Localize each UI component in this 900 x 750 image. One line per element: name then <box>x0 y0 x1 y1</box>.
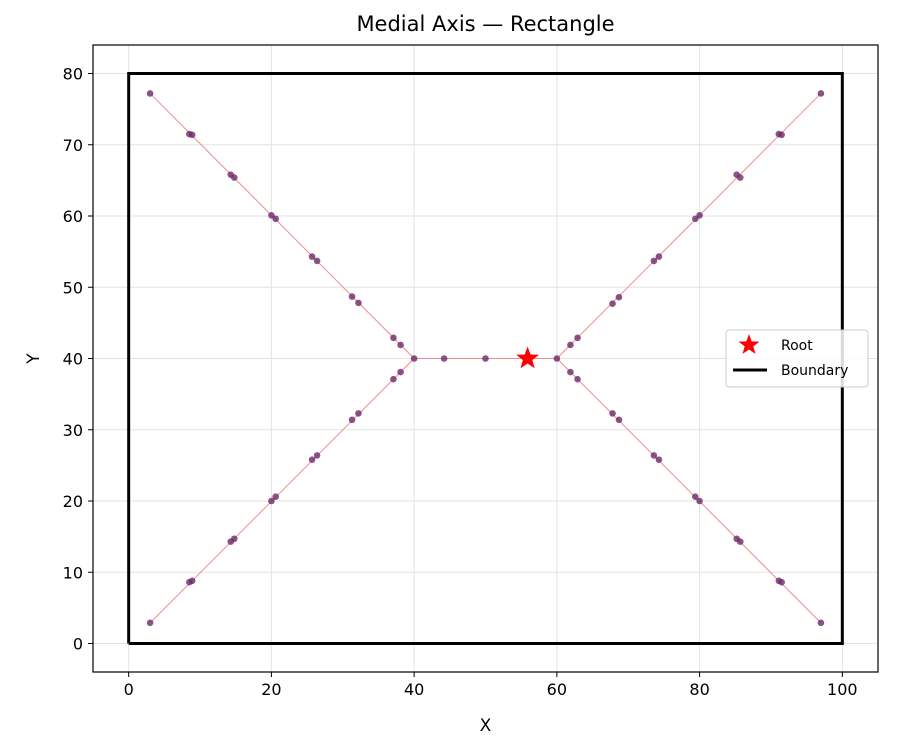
y-tick-label: 30 <box>63 421 83 440</box>
skeleton-point <box>397 368 404 376</box>
skeleton-point <box>609 300 616 307</box>
data-layer <box>127 72 844 645</box>
skeleton-point <box>313 452 321 459</box>
skeleton-point <box>692 215 699 223</box>
skeleton-point <box>272 493 279 501</box>
skeleton-point <box>574 334 581 342</box>
skeleton-point <box>313 257 321 265</box>
skeleton-point <box>188 577 196 585</box>
x-tick-label: 0 <box>124 680 134 699</box>
skeleton-point <box>231 535 238 543</box>
y-tick-label: 70 <box>63 136 83 155</box>
skeleton-point <box>609 410 616 417</box>
skeleton-point <box>146 619 154 627</box>
skeleton-point <box>574 375 581 383</box>
skeleton-point <box>308 253 316 260</box>
y-tick-label: 40 <box>63 350 83 369</box>
skeleton-edge <box>556 93 822 359</box>
skeleton-point <box>482 355 489 362</box>
legend-root-star-icon <box>738 334 760 354</box>
x-tick-label: 60 <box>547 680 567 699</box>
y-tick-label: 50 <box>63 278 83 297</box>
legend-root-label: Root <box>781 338 813 354</box>
x-axis-title: X <box>480 716 492 736</box>
skeleton-point <box>655 456 663 463</box>
y-axis-title: Y <box>24 353 44 365</box>
y-tick-label: 20 <box>63 492 83 511</box>
skeleton-point <box>696 497 703 505</box>
skeleton-point <box>655 253 663 260</box>
chart-title: Medial Axis — Rectangle <box>356 12 614 36</box>
skeleton-point <box>817 619 825 627</box>
skeleton-point <box>615 293 623 301</box>
skeleton-point <box>272 215 279 223</box>
skeleton-point <box>733 171 740 178</box>
skeleton-point <box>355 299 362 307</box>
y-tick-label: 0 <box>73 635 83 654</box>
skeleton-point <box>268 497 275 505</box>
skeleton-point <box>355 410 362 417</box>
skeleton-point <box>440 355 448 362</box>
skeleton-point <box>397 341 404 349</box>
x-tick-label: 80 <box>689 680 709 699</box>
skeleton-edge <box>149 93 415 359</box>
skeleton-point <box>390 334 397 342</box>
skeleton-point <box>188 131 196 139</box>
skeleton-point <box>348 293 356 300</box>
y-tick-label: 80 <box>63 65 83 84</box>
x-tick-label: 20 <box>261 680 281 699</box>
skeleton-point <box>817 90 825 97</box>
skeleton-point <box>567 368 574 376</box>
y-tick-label: 10 <box>63 563 83 582</box>
root-star-marker <box>516 346 540 369</box>
skeleton-point <box>692 493 699 501</box>
skeleton-point <box>775 130 783 138</box>
skeleton-point <box>390 375 397 383</box>
skeleton-point <box>553 355 561 362</box>
y-tick-label: 60 <box>63 207 83 226</box>
boundary-line <box>127 72 844 645</box>
skeleton-point <box>231 174 238 181</box>
x-tick-label: 40 <box>404 680 424 699</box>
skeleton-point <box>650 257 658 265</box>
skeleton-point <box>146 90 154 97</box>
legend: Root Boundary <box>725 329 869 388</box>
legend-box <box>725 329 869 388</box>
skeleton-point <box>410 355 418 362</box>
skeleton-point <box>348 416 356 424</box>
skeleton-point <box>615 416 623 424</box>
tick-layer: 0 20 40 60 80 100 0 10 20 30 40 50 60 70 80 <box>63 65 858 700</box>
x-tick-label: 100 <box>827 680 858 699</box>
skeleton-point <box>733 535 740 543</box>
legend-boundary-label: Boundary <box>781 363 848 379</box>
skeleton-point <box>567 341 574 349</box>
skeleton-point <box>308 456 316 463</box>
skeleton-point <box>775 577 783 585</box>
skeleton-point <box>650 452 658 459</box>
